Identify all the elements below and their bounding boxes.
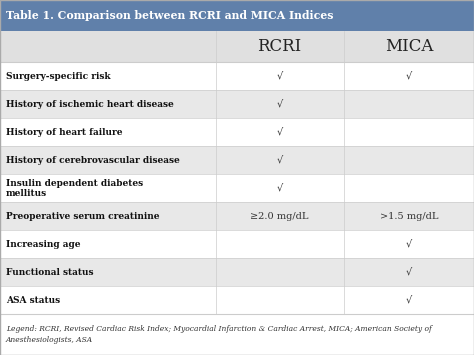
Bar <box>0 202 474 230</box>
Text: √: √ <box>276 72 283 81</box>
Text: √: √ <box>276 128 283 137</box>
Bar <box>0 314 474 355</box>
Bar <box>0 286 474 314</box>
Bar <box>0 62 474 91</box>
Text: √: √ <box>276 184 283 193</box>
Bar <box>0 174 474 202</box>
Text: Increasing age: Increasing age <box>6 240 80 249</box>
Text: >1.5 mg/dL: >1.5 mg/dL <box>380 212 438 221</box>
Text: Legend: RCRI, Revised Cardiac Risk Index; Myocardial Infarction & Cardiac Arrest: Legend: RCRI, Revised Cardiac Risk Index… <box>6 326 431 344</box>
Bar <box>0 31 474 62</box>
Text: √: √ <box>276 156 283 165</box>
Text: RCRI: RCRI <box>257 38 302 55</box>
Text: √: √ <box>406 72 412 81</box>
Text: ASA status: ASA status <box>6 296 60 305</box>
Text: √: √ <box>276 100 283 109</box>
Text: Functional status: Functional status <box>6 268 93 277</box>
Bar <box>0 91 474 119</box>
Bar <box>0 119 474 146</box>
Bar <box>0 146 474 174</box>
Text: Table 1. Comparison between RCRI and MICA Indices: Table 1. Comparison between RCRI and MIC… <box>6 10 333 21</box>
Text: √: √ <box>406 268 412 277</box>
Bar <box>0 230 474 258</box>
Text: √: √ <box>406 240 412 249</box>
Text: mellitus: mellitus <box>6 189 47 198</box>
Text: ≥2.0 mg/dL: ≥2.0 mg/dL <box>250 212 309 221</box>
Bar <box>0 258 474 286</box>
Text: History of cerebrovascular disease: History of cerebrovascular disease <box>6 156 180 165</box>
Text: √: √ <box>406 296 412 305</box>
Text: Insulin dependent diabetes: Insulin dependent diabetes <box>6 179 143 188</box>
Text: Preoperative serum creatinine: Preoperative serum creatinine <box>6 212 159 221</box>
Text: MICA: MICA <box>384 38 433 55</box>
Text: Surgery-specific risk: Surgery-specific risk <box>6 72 110 81</box>
Bar <box>0 0 474 31</box>
Text: History of ischemic heart disease: History of ischemic heart disease <box>6 100 173 109</box>
Text: History of heart failure: History of heart failure <box>6 128 122 137</box>
